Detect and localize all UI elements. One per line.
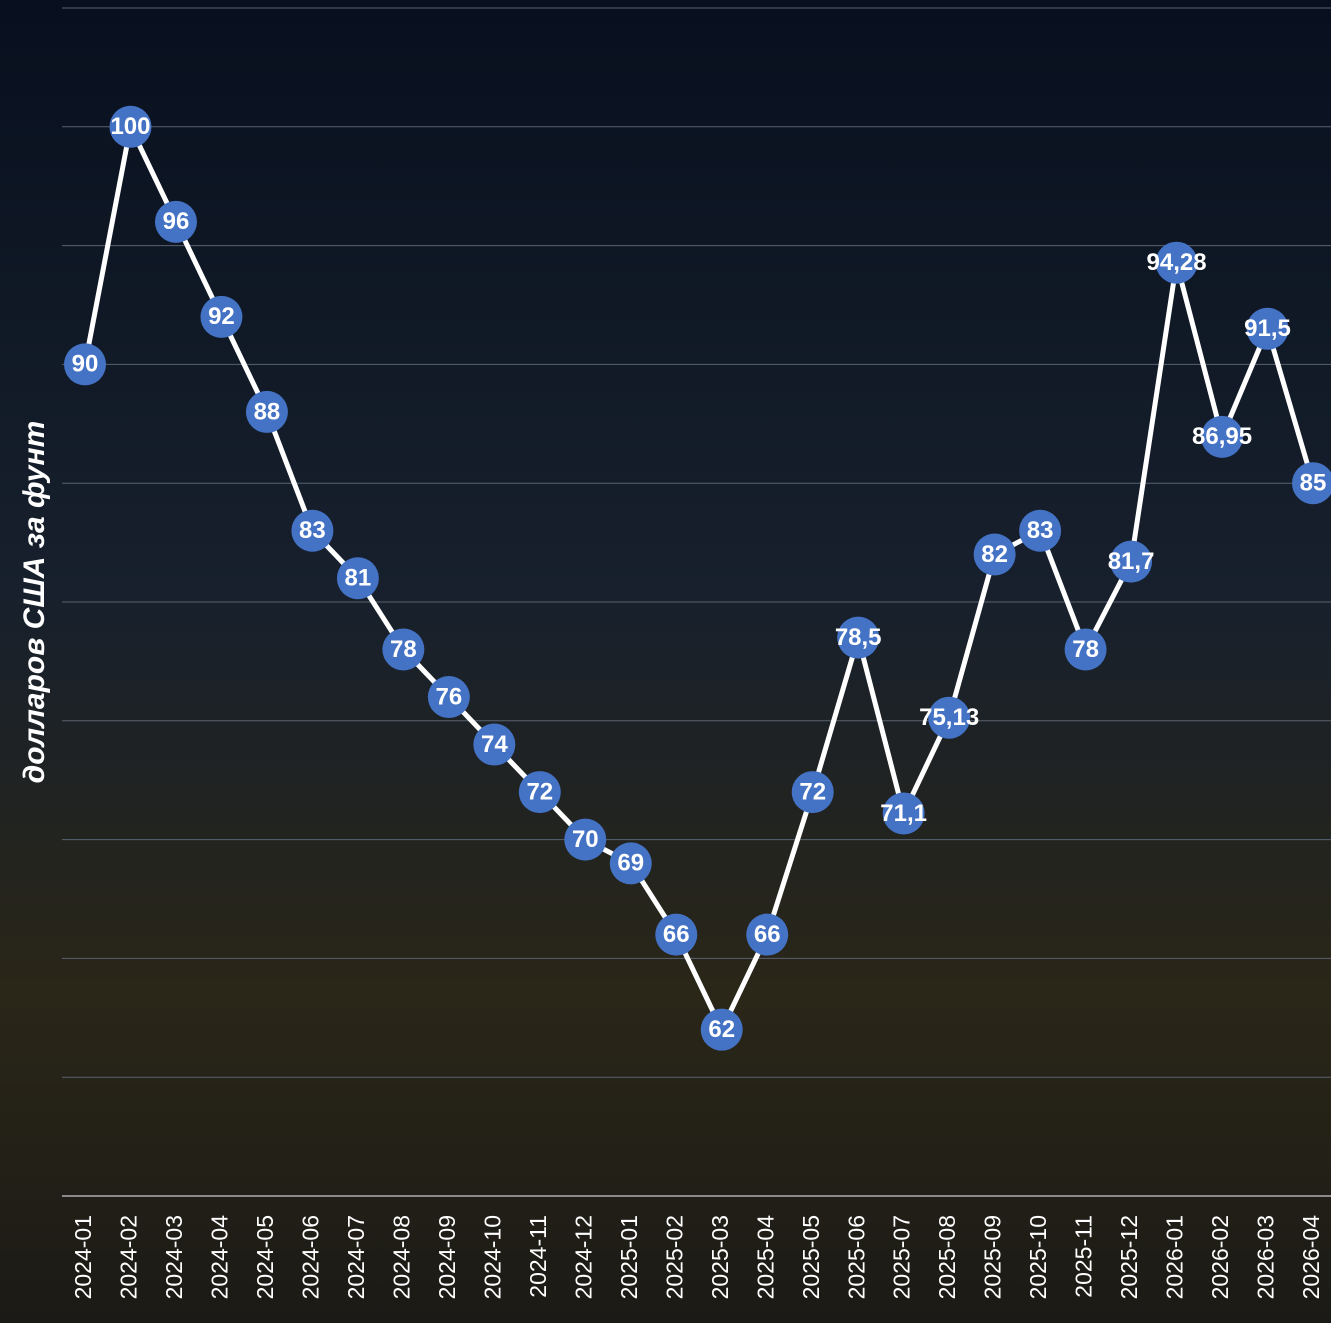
x-tick-label: 2025-07 — [889, 1215, 915, 1299]
data-label: 92 — [208, 303, 235, 330]
page: долларов США за фунт 2024-01 2024-02 2024-… — [0, 0, 1331, 1323]
x-tick-label: 2026-03 — [1253, 1215, 1279, 1299]
data-label: 83 — [1027, 517, 1054, 544]
x-tick-label: 2024-07 — [343, 1215, 369, 1299]
x-tick-label: 2025-12 — [1116, 1215, 1142, 1299]
x-tick-label: 2025-04 — [752, 1215, 778, 1300]
data-label: 72 — [799, 778, 826, 805]
data-label: 81,7 — [1108, 548, 1155, 575]
data-label: 78 — [1072, 636, 1099, 663]
x-tick-label: 2024-04 — [207, 1215, 233, 1300]
x-tick-label: 2025-06 — [843, 1215, 869, 1299]
x-tick-label: 2025-03 — [707, 1215, 733, 1299]
background — [0, 0, 1331, 1323]
x-tick-label: 2024-02 — [116, 1215, 142, 1299]
data-label: 78,5 — [835, 624, 882, 651]
data-label: 66 — [663, 921, 690, 948]
data-label: 69 — [617, 850, 644, 877]
data-label: 66 — [754, 921, 781, 948]
x-tick-label: 2025-08 — [934, 1215, 960, 1299]
data-label: 76 — [436, 683, 463, 710]
data-label: 71,1 — [880, 800, 927, 827]
data-label: 86,95 — [1192, 423, 1252, 450]
data-label: 75,13 — [919, 704, 979, 731]
data-label: 88 — [254, 398, 281, 425]
x-tick-label: 2024-08 — [388, 1215, 414, 1299]
x-tick-label: 2024-10 — [479, 1215, 505, 1299]
data-label: 72 — [526, 778, 553, 805]
x-tick-label: 2026-02 — [1207, 1215, 1233, 1299]
data-label: 91,5 — [1244, 315, 1291, 342]
chart: долларов США за фунт 2024-01 2024-02 2024-… — [0, 0, 1331, 1323]
data-label: 81 — [345, 565, 372, 592]
x-tick-label: 2026-01 — [1162, 1215, 1188, 1299]
data-label: 96 — [163, 208, 190, 235]
x-tick-label: 2025-09 — [980, 1215, 1006, 1299]
data-label: 78 — [390, 636, 417, 663]
data-label: 85 — [1300, 470, 1327, 497]
data-label: 70 — [572, 826, 599, 853]
x-tick-label: 2025-05 — [798, 1215, 824, 1299]
x-tick-label: 2024-09 — [434, 1215, 460, 1299]
x-tick-label: 2024-06 — [297, 1215, 323, 1299]
data-label: 74 — [481, 731, 508, 758]
x-tick-label: 2024-11 — [525, 1215, 551, 1298]
x-tick-label: 2025-01 — [616, 1215, 642, 1299]
data-label: 62 — [708, 1016, 735, 1043]
data-label: 83 — [299, 517, 326, 544]
data-label: 82 — [981, 541, 1008, 568]
x-tick-label: 2025-11 — [1071, 1215, 1097, 1298]
data-label: 94,28 — [1147, 249, 1207, 276]
x-tick-label: 2024-05 — [252, 1215, 278, 1299]
data-label: 90 — [72, 351, 99, 378]
data-label: 100 — [110, 113, 150, 140]
y-axis-label: долларов США за фунт — [18, 421, 51, 784]
x-tick-label: 2024-01 — [70, 1215, 96, 1299]
x-tick-label: 2026-04 — [1298, 1215, 1324, 1300]
x-tick-label: 2024-12 — [570, 1215, 596, 1299]
x-tick-label: 2025-10 — [1025, 1215, 1051, 1299]
x-tick-label: 2024-03 — [161, 1215, 187, 1299]
x-tick-label: 2025-02 — [661, 1215, 687, 1299]
